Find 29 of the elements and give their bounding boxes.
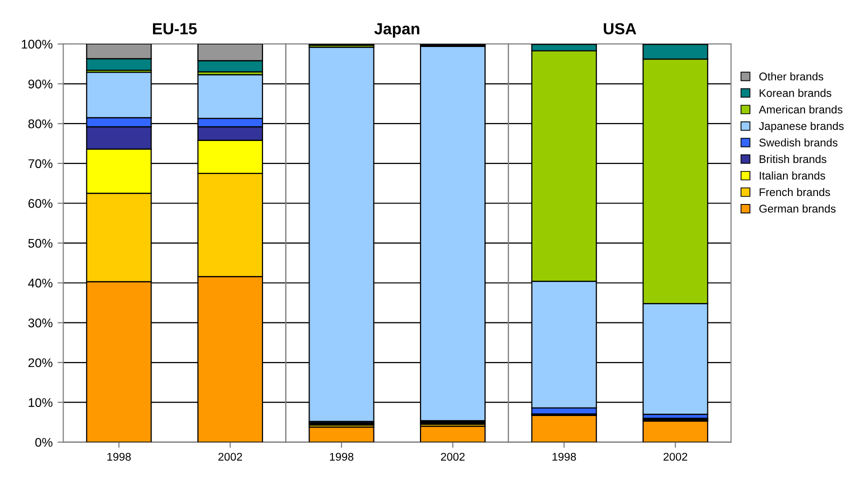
y-tick-label: 40% [28,278,52,288]
x-tick-label: 2002 [440,452,465,461]
y-tick-label: 10% [28,398,52,407]
y-tick-label: 20% [28,358,52,368]
y-tick-label: 60% [28,199,52,208]
legend-label: Japanese brands [758,122,844,132]
y-tick-label: 30% [28,318,52,328]
legend-label: Other brands [759,72,824,80]
x-tick-label: 2002 [218,452,242,461]
x-tick-label: 1998 [552,452,576,461]
y-tick-label: 90% [28,80,52,88]
legend-label: German brands [759,204,836,213]
x-tick-label: 2002 [664,452,688,461]
y-tick-label: 70% [28,159,52,168]
y-tick-label: 50% [28,238,52,248]
y-tick-label: 0% [35,438,52,447]
legend-label: Italian brands [760,171,826,180]
x-tick-label: 1998 [330,452,354,461]
legend-label: Korean brands [760,88,832,97]
x-tick-label: 1998 [107,452,131,461]
chart-title: EU-15 [152,23,197,34]
legend-label: French brands [760,188,830,196]
legend-label: American brands [758,105,842,114]
y-tick-label: 100% [22,40,52,49]
legend-label: Swedish brands [759,138,838,147]
chart-title: USA [604,23,636,34]
chart-title: Japan [374,23,420,38]
y-tick-label: 80% [28,119,52,128]
legend-label: British brands [760,154,826,164]
